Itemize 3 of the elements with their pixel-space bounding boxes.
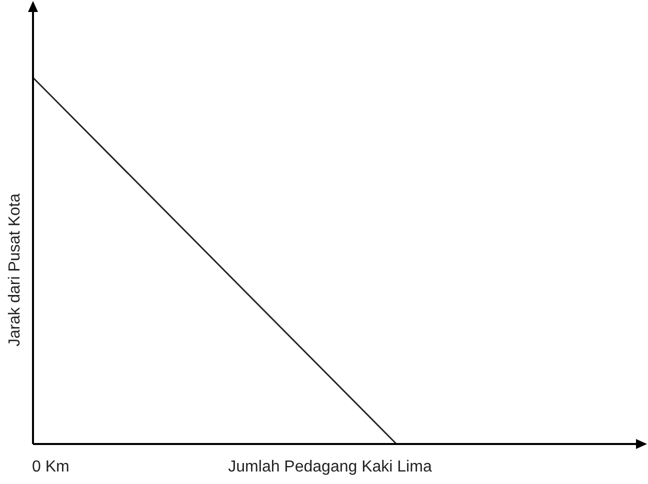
y-axis-title: Jarak dari Pusat Kota — [6, 193, 24, 346]
text: 0 Km — [32, 458, 70, 476]
x-axis-title: Jumlah Pedagang Kaki Lima — [228, 458, 432, 476]
